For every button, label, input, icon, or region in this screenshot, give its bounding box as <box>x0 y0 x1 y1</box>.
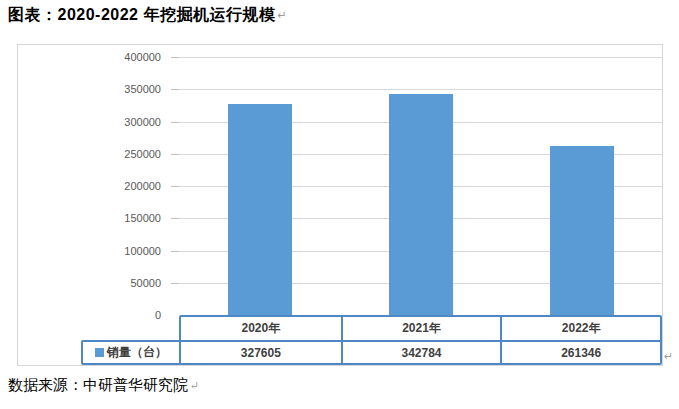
y-axis-tick <box>171 251 179 252</box>
paragraph-mark: ↵ <box>664 350 673 363</box>
bar-2022 <box>550 146 614 317</box>
legend-color-swatch <box>95 348 104 357</box>
chart-data-table: 2020年 2021年 2022年 327605 342784 261346 <box>179 315 662 365</box>
y-gridline-400000 <box>179 57 662 58</box>
y-axis-tick-label: 200000 <box>91 181 161 192</box>
document-page: 图表：2020-2022 年挖掘机运行规模↵ 05000010000015000… <box>0 0 679 409</box>
legend: 销量（台） <box>81 340 181 365</box>
chart-object[interactable]: 0 50000 100000 150000 200000 250000 300000 3500… <box>17 44 663 366</box>
bar-2021 <box>389 94 453 317</box>
y-axis-tick <box>171 122 179 123</box>
y-axis-tick-label: 100000 <box>91 245 161 256</box>
y-axis-tick-label: 350000 <box>91 84 161 95</box>
y-axis-tick-label: 50000 <box>91 277 161 288</box>
category-header-2020: 2020年 <box>181 317 341 340</box>
bar-2020 <box>228 104 292 317</box>
y-axis-tick-label: 0 <box>91 310 161 321</box>
y-axis-tick <box>171 283 179 284</box>
data-source-note: 数据来源：中研普华研究院↵ <box>8 376 199 395</box>
data-source-text: 数据来源：中研普华研究院 <box>8 377 188 393</box>
page-title: 图表：2020-2022 年挖掘机运行规模↵ <box>8 5 287 26</box>
y-axis-tick-label: 250000 <box>91 148 161 159</box>
y-axis-tick <box>171 186 179 187</box>
y-axis-tick <box>171 57 179 58</box>
y-axis-tick-label: 300000 <box>91 116 161 127</box>
y-axis-tick <box>171 89 179 90</box>
y-axis-tick <box>171 154 179 155</box>
paragraph-mark: ↵ <box>190 379 199 391</box>
value-cell-2020: 327605 <box>181 340 341 363</box>
page-title-text: 图表：2020-2022 年挖掘机运行规模 <box>8 6 275 23</box>
value-cell-2022: 261346 <box>500 340 660 363</box>
value-cell-2021: 342784 <box>341 340 501 363</box>
category-header-2021: 2021年 <box>341 317 501 340</box>
y-axis-tick-label: 400000 <box>91 52 161 63</box>
y-gridline-350000 <box>179 89 662 90</box>
paragraph-mark: ↵ <box>277 9 287 21</box>
category-header-2022: 2022年 <box>500 317 660 340</box>
y-axis-tick-label: 150000 <box>91 213 161 224</box>
y-axis-tick <box>171 218 179 219</box>
legend-series-label: 销量（台） <box>107 344 167 361</box>
